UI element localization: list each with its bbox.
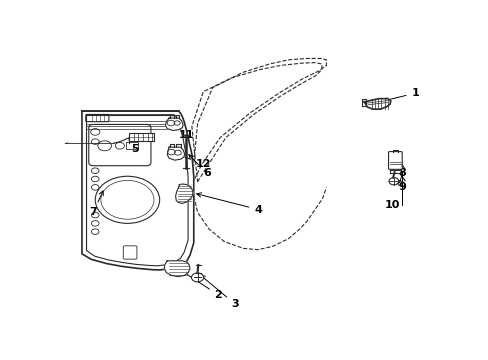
Text: 11: 11 [171,125,194,140]
Text: 9: 9 [397,183,406,192]
Polygon shape [364,99,390,109]
Text: 12: 12 [172,152,210,169]
Text: 7: 7 [89,191,103,217]
Circle shape [191,273,203,282]
Polygon shape [165,118,183,131]
Text: 1: 1 [383,88,419,102]
Circle shape [388,177,398,185]
Text: 4: 4 [196,193,262,215]
Text: 10: 10 [384,201,400,210]
FancyBboxPatch shape [128,133,154,141]
Polygon shape [82,111,193,270]
FancyBboxPatch shape [388,152,401,169]
Polygon shape [164,261,189,276]
Polygon shape [175,184,193,203]
Polygon shape [167,147,184,160]
Text: 8: 8 [398,168,405,179]
Text: 2: 2 [180,270,222,300]
Text: 6: 6 [188,155,210,179]
Text: 3: 3 [200,275,239,309]
Text: 5: 5 [128,138,139,153]
